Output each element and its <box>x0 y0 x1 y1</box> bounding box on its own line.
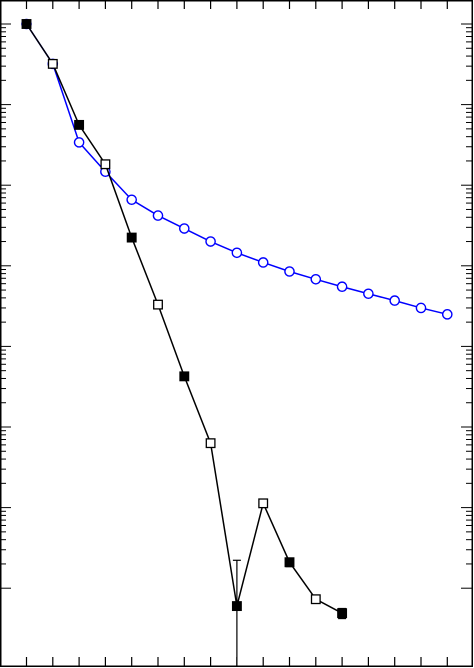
data-point <box>257 257 269 268</box>
series-layer <box>21 18 453 666</box>
series-line <box>25 23 448 316</box>
data-point <box>231 601 242 612</box>
series-0 <box>21 19 348 666</box>
data-point <box>73 137 85 148</box>
data-point <box>126 194 137 206</box>
data-point <box>284 557 295 568</box>
data-point <box>153 299 163 310</box>
data-point <box>231 247 243 259</box>
data-point <box>258 498 269 509</box>
data-point <box>126 232 137 243</box>
data-point <box>152 210 164 221</box>
data-point <box>363 288 374 300</box>
data-point <box>336 281 348 293</box>
data-point <box>179 371 190 382</box>
data-point <box>47 58 58 69</box>
data-point <box>205 236 216 247</box>
data-point <box>100 159 111 170</box>
series-1 <box>21 18 453 320</box>
data-point <box>74 119 85 130</box>
data-point <box>21 19 32 29</box>
data-point <box>178 223 190 234</box>
data-point <box>415 302 427 314</box>
data-point <box>337 608 348 619</box>
data-point <box>310 594 321 605</box>
data-point <box>205 438 216 449</box>
data-point <box>389 295 401 306</box>
data-point <box>284 266 295 277</box>
data-point <box>310 273 322 285</box>
series-line <box>25 23 343 614</box>
data-point <box>441 309 453 320</box>
